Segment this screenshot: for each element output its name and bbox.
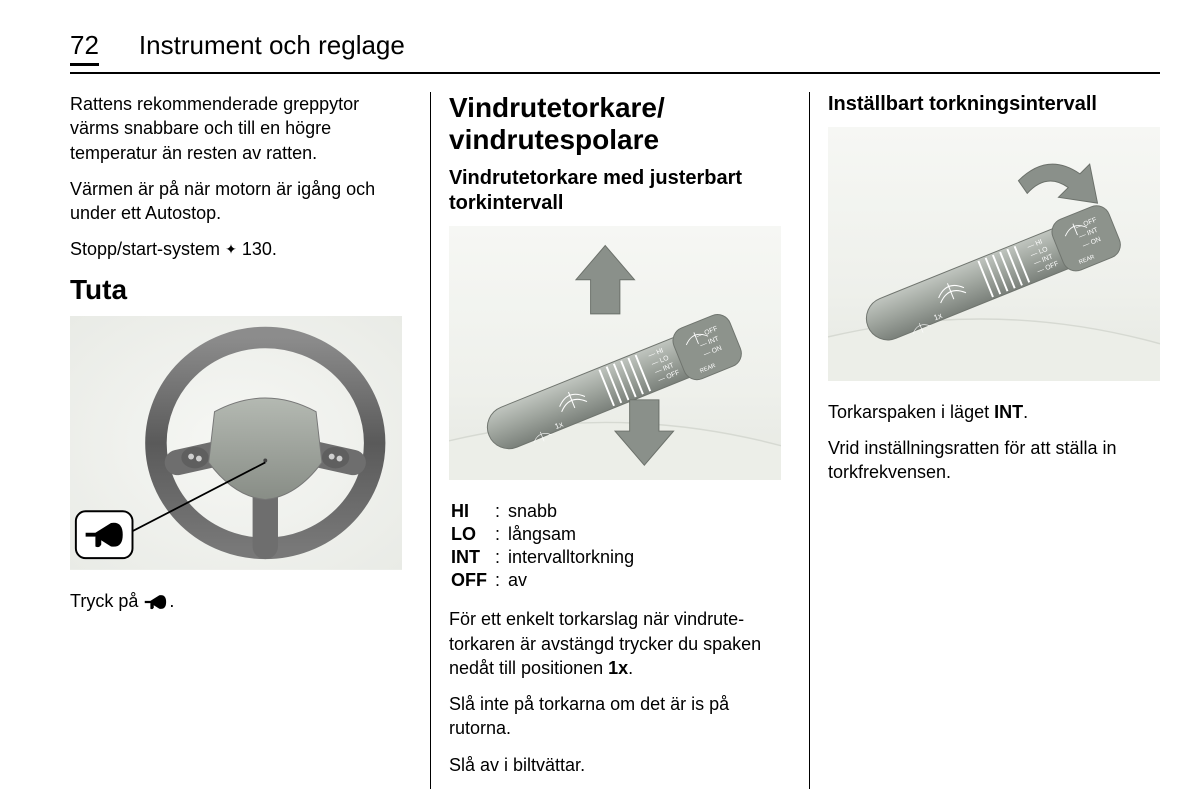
mode-desc: långsam: [508, 524, 634, 545]
col1-p3: Stopp/start-system ✦ 130.: [70, 237, 402, 261]
table-row: INT : intervalltorkning: [451, 547, 634, 568]
column-2: Vindrutetorkare/ vindrutespolare Vindrut…: [430, 92, 781, 789]
col2-p1-bold: 1x: [608, 658, 628, 678]
tuta-caption-pre: Tryck på: [70, 591, 143, 611]
mode-colon: :: [495, 570, 506, 591]
col2-h1: Vindrutetorkare/ vindrutespolare: [449, 92, 781, 156]
column-1: Rattens rekommenderade greppytor värms s…: [70, 92, 402, 789]
col3-p1-post: .: [1023, 402, 1028, 422]
mode-label: OFF: [451, 570, 493, 591]
table-row: HI : snabb: [451, 501, 634, 522]
col2-p1-post: .: [628, 658, 633, 678]
col3-p1: Torkarspaken i läget INT.: [828, 400, 1160, 424]
mode-colon: :: [495, 524, 506, 545]
col2-p1-pre: För ett enkelt torkarslag när vindrute­t…: [449, 609, 761, 678]
column-3: Inställbart torkningsintervall —: [809, 92, 1160, 789]
table-row: LO : långsam: [451, 524, 634, 545]
wiper-mode-table: HI : snabb LO : långsam INT : intervallt…: [449, 499, 636, 593]
col3-h2: Inställbart torkningsintervall: [828, 92, 1160, 117]
col2-h2: Vindrutetorkare med justerbart torkinter…: [449, 166, 781, 216]
mode-label: HI: [451, 501, 493, 522]
figure-steering-wheel: [70, 316, 402, 570]
col1-p3-ref: 130.: [242, 239, 277, 259]
mode-desc: snabb: [508, 501, 634, 522]
page-header: 72 Instrument och reglage: [70, 30, 1160, 74]
tuta-caption: Tryck på .: [70, 589, 402, 617]
col3-p1-pre: Torkarspaken i läget: [828, 402, 994, 422]
col1-p3-pre: Stopp/start-system: [70, 239, 225, 259]
col3-p1-bold: INT: [994, 402, 1023, 422]
tuta-caption-post: .: [169, 591, 174, 611]
horn-icon-inline: [143, 593, 169, 617]
col1-p1: Rattens rekommenderade greppytor värms s…: [70, 92, 402, 165]
col3-p2: Vrid inställningsratten för att ställa i…: [828, 436, 1160, 485]
mode-desc: av: [508, 570, 634, 591]
table-row: OFF : av: [451, 570, 634, 591]
crossref-icon: ✦: [225, 240, 237, 259]
page-number: 72: [70, 30, 99, 66]
mode-desc: intervalltorkning: [508, 547, 634, 568]
mode-colon: :: [495, 501, 506, 522]
figure-wiper-stalk-rotate: — HI — LO — INT — OFF — OFF — INT — ON R…: [828, 127, 1160, 381]
mode-colon: :: [495, 547, 506, 568]
tuta-heading: Tuta: [70, 274, 402, 306]
col2-p3: Slå av i biltvättar.: [449, 753, 781, 777]
content-columns: Rattens rekommenderade greppytor värms s…: [70, 92, 1160, 789]
col2-p1: För ett enkelt torkarslag när vindrute­t…: [449, 607, 781, 680]
figure-wiper-stalk-updown: — HI — LO — INT — OFF — OFF — INT — ON R…: [449, 226, 781, 480]
mode-label: INT: [451, 547, 493, 568]
col1-p2: Värmen är på när motorn är igång och und…: [70, 177, 402, 226]
mode-label: LO: [451, 524, 493, 545]
header-title: Instrument och reglage: [139, 30, 405, 61]
col2-p2: Slå inte på torkarna om det är is på rut…: [449, 692, 781, 741]
